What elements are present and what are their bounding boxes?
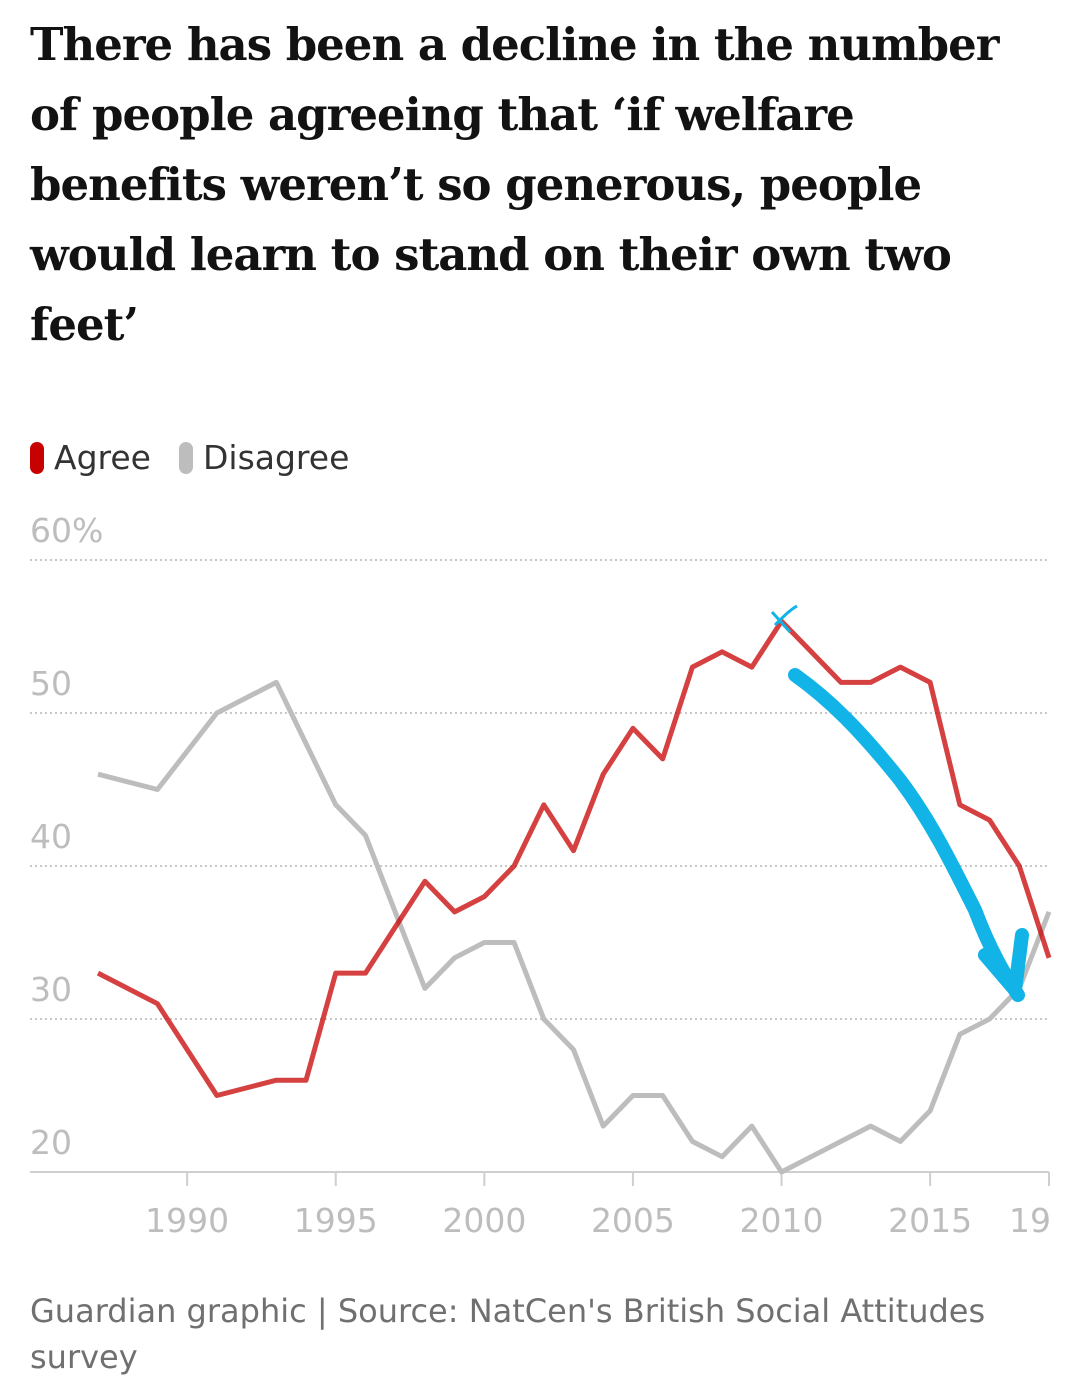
x-tick-label: 2005 [591,1201,675,1240]
chart-title: There has been a decline in the number o… [30,18,999,351]
y-tick-label: 40 [30,817,72,856]
y-tick-label: 30 [30,970,72,1009]
annotation-mark [770,604,798,634]
source: Guardian graphic | Source: NatCen's Brit… [30,1292,986,1376]
y-tick-label: 60% [30,511,103,550]
legend-item: Agree [30,438,151,477]
series-line [96,618,1052,1098]
plot: 20 30 40 50 60% 1990 1995 2000 2005 2010 2015 19 [30,511,1052,1240]
x-tick-label: 2015 [888,1201,972,1240]
legend-swatch [30,441,44,474]
annotation-arrow [788,668,1029,1002]
x-tick-label: 19 [1009,1201,1051,1240]
x-tick-label: 1990 [145,1201,229,1240]
legend: Agree Disagree [30,438,349,477]
x-tick-label: 1995 [294,1201,378,1240]
y-tick-label: 20 [30,1123,72,1162]
legend-item: Disagree [178,438,350,477]
series-line [97,679,1052,1175]
legend-label: Agree [54,438,151,477]
x-tick-label: 2010 [740,1201,824,1240]
legend-swatch [178,441,193,474]
x-tick-label: 2000 [442,1201,526,1240]
y-tick-label: 50 [30,664,72,703]
legend-label: Disagree [202,438,350,477]
